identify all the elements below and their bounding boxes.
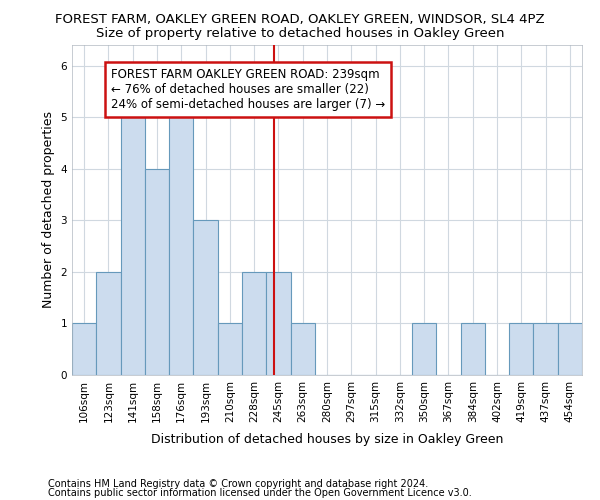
Bar [72, 324, 96, 375]
Bar [242, 272, 266, 375]
Bar [266, 272, 290, 375]
Bar [558, 324, 582, 375]
Text: FOREST FARM OAKLEY GREEN ROAD: 239sqm
← 76% of detached houses are smaller (22)
: FOREST FARM OAKLEY GREEN ROAD: 239sqm ← … [111, 68, 385, 111]
Bar [218, 324, 242, 375]
Bar [509, 324, 533, 375]
Bar [193, 220, 218, 375]
Bar [290, 324, 315, 375]
Text: Contains HM Land Registry data © Crown copyright and database right 2024.: Contains HM Land Registry data © Crown c… [48, 479, 428, 489]
Bar [169, 117, 193, 375]
Text: FOREST FARM, OAKLEY GREEN ROAD, OAKLEY GREEN, WINDSOR, SL4 4PZ: FOREST FARM, OAKLEY GREEN ROAD, OAKLEY G… [55, 12, 545, 26]
Y-axis label: Number of detached properties: Number of detached properties [42, 112, 55, 308]
Text: Size of property relative to detached houses in Oakley Green: Size of property relative to detached ho… [96, 28, 504, 40]
Bar [121, 117, 145, 375]
Bar [533, 324, 558, 375]
X-axis label: Distribution of detached houses by size in Oakley Green: Distribution of detached houses by size … [151, 433, 503, 446]
Text: Contains public sector information licensed under the Open Government Licence v3: Contains public sector information licen… [48, 488, 472, 498]
Bar [96, 272, 121, 375]
Bar [412, 324, 436, 375]
Bar [461, 324, 485, 375]
Bar [145, 169, 169, 375]
